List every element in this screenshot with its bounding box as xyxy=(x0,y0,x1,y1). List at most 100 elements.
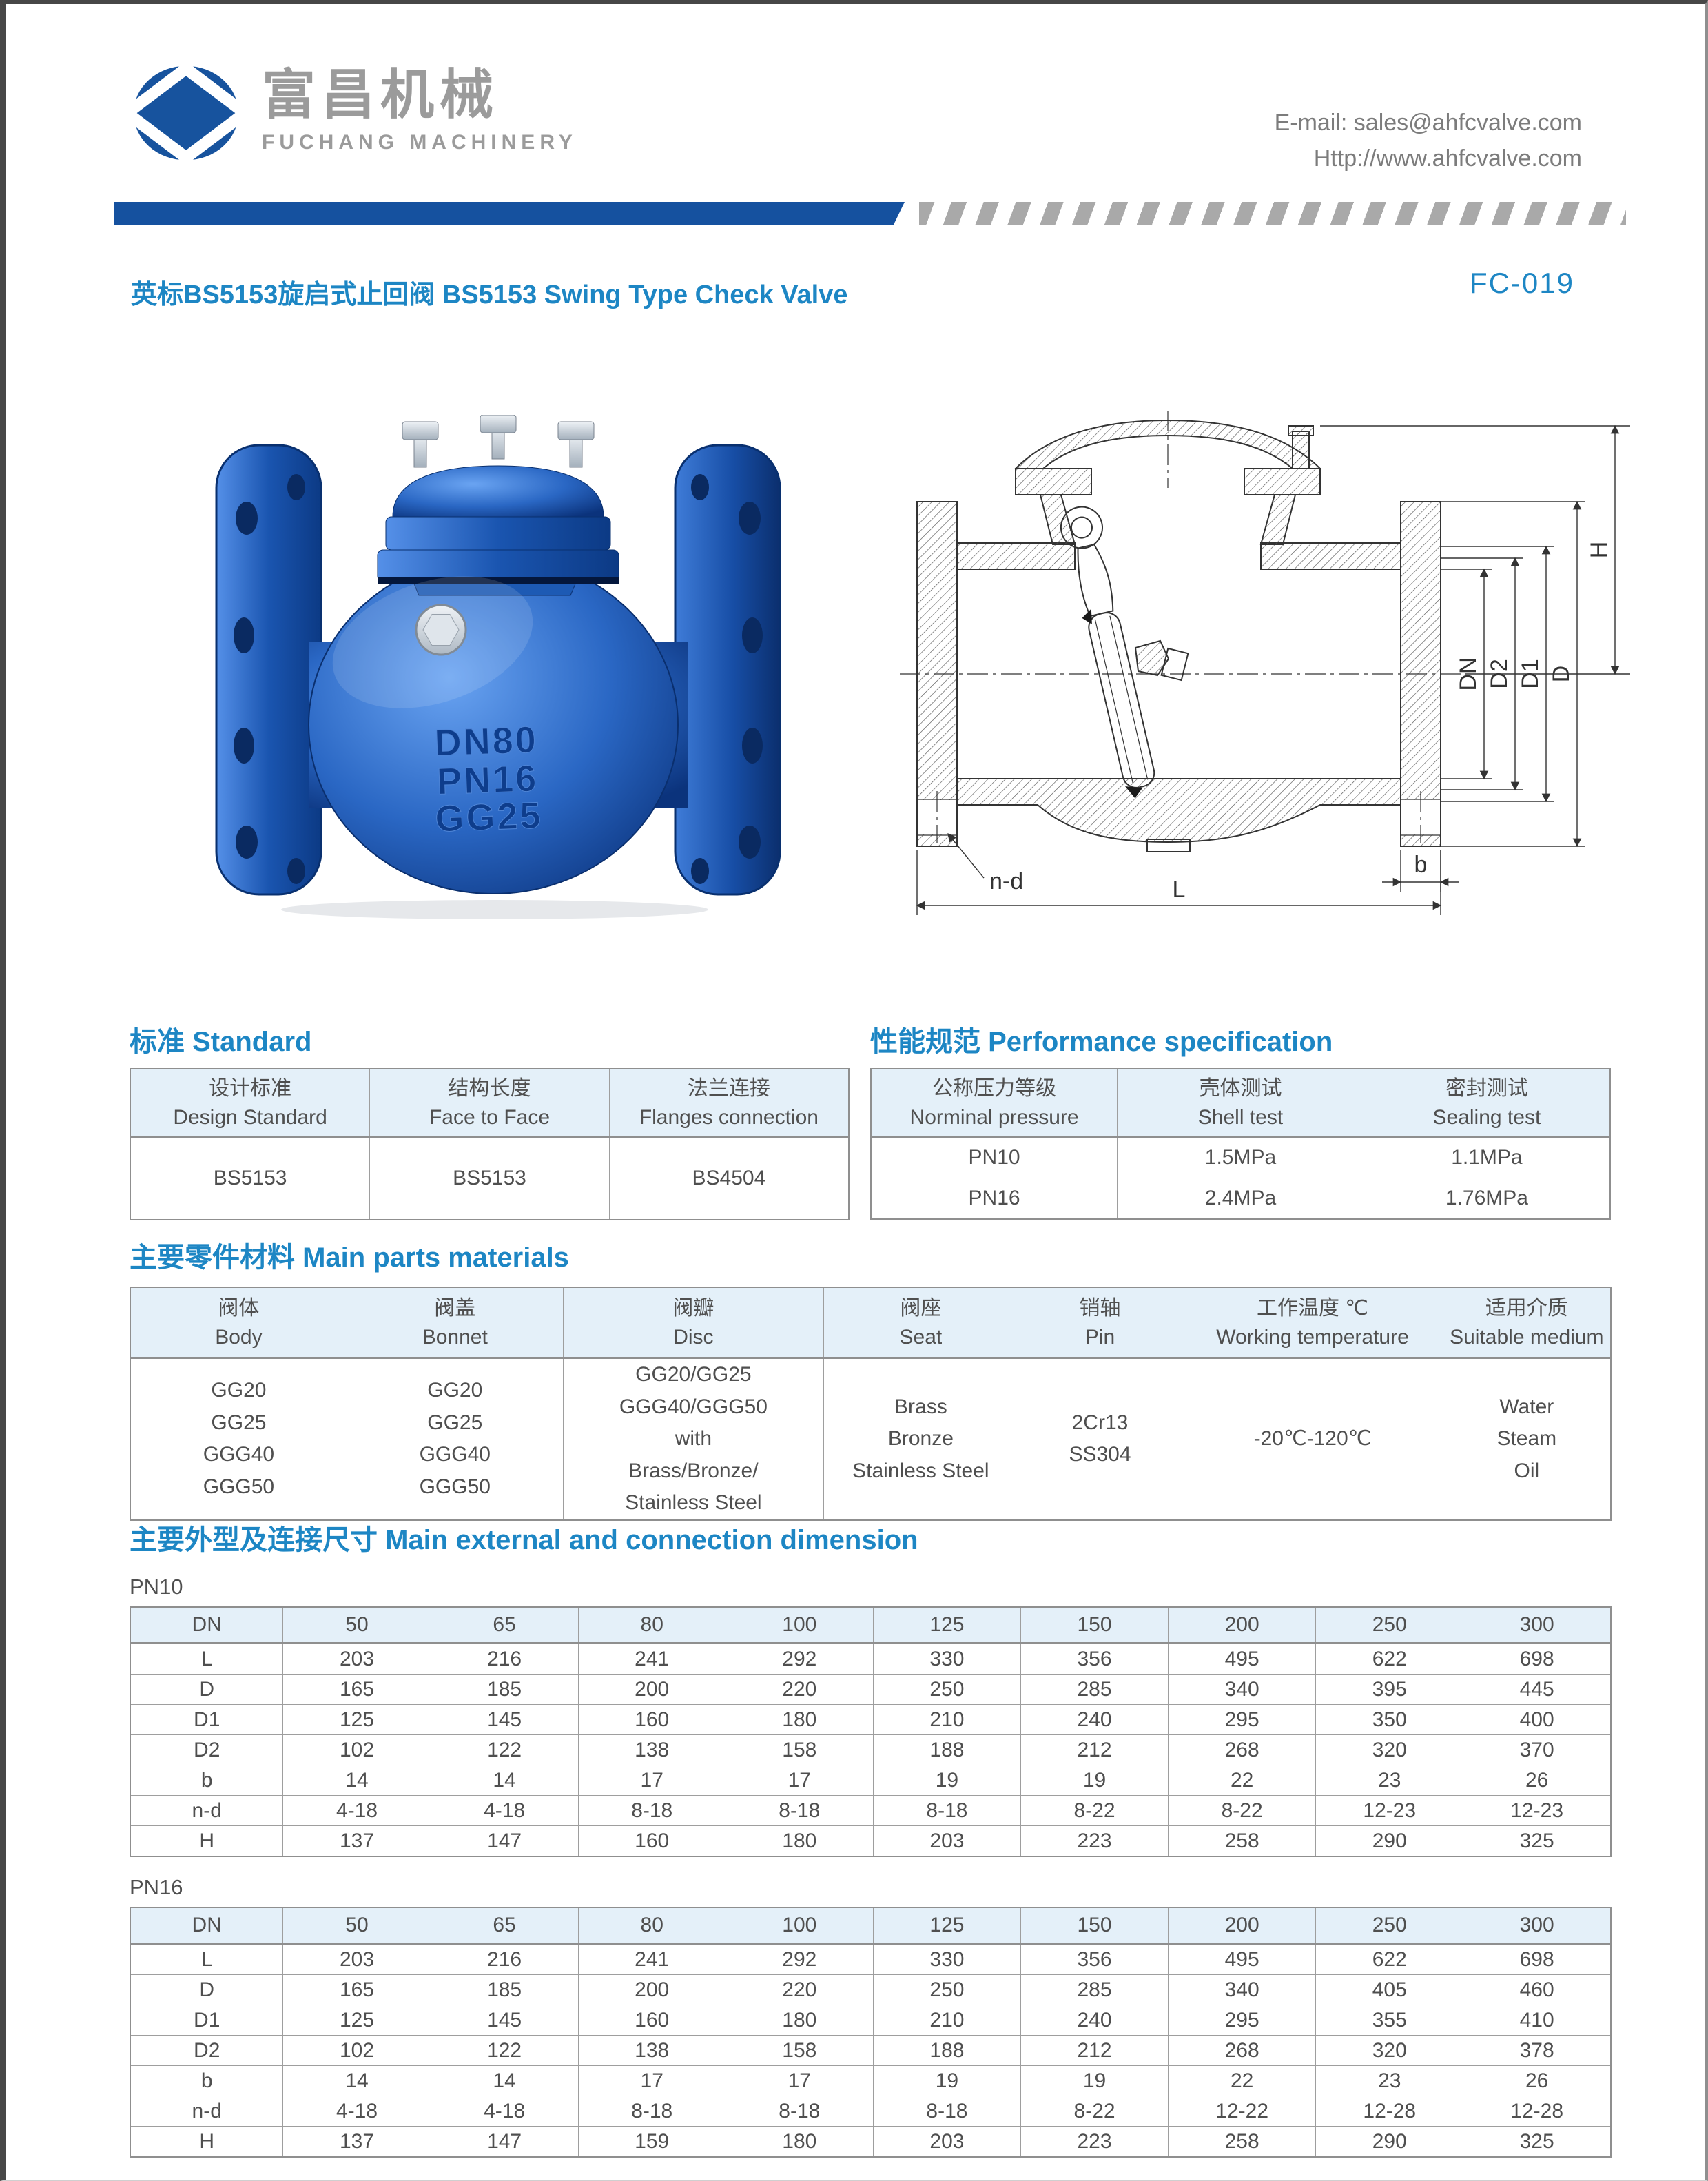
table-cell: 320 xyxy=(1315,2035,1464,2066)
model-code: FC-019 xyxy=(1469,267,1574,299)
column-header: 工作温度 ℃ Working temperature xyxy=(1182,1287,1443,1359)
column-header: 阀瓣 Disc xyxy=(562,1287,825,1359)
section-dimensions: 主要外型及连接尺寸 Main external and connection d… xyxy=(130,1524,1612,2158)
embossed-marking: DN80 PN16 GG25 xyxy=(433,719,544,840)
table-cell: 210 xyxy=(872,1704,1021,1735)
table-cell: 145 xyxy=(430,1704,579,1735)
section-title-dimensions: 主要外型及连接尺寸 Main external and connection d… xyxy=(130,1525,918,1555)
table-cell: 216 xyxy=(430,1643,579,1675)
table-cell: 622 xyxy=(1315,1643,1464,1675)
size-column-header: 300 xyxy=(1463,1907,1612,1945)
column-header: 结构长度 Face to Face xyxy=(369,1068,610,1138)
table-cell: 14 xyxy=(282,2065,431,2096)
label-nd: n-d xyxy=(989,868,1023,894)
table-row: D1 125 145 160 180 210 240 295 355 410 xyxy=(130,2005,1612,2036)
size-column-header: 50 xyxy=(282,1606,431,1644)
hex-plug-nut xyxy=(422,614,460,646)
table-cell: 12-23 xyxy=(1315,1795,1464,1826)
table-row: D 165 185 200 220 250 285 340 395 445 xyxy=(130,1674,1612,1705)
table-cell: 378 xyxy=(1463,2035,1612,2066)
table-cell: 203 xyxy=(872,1825,1021,1857)
bonnet-flange xyxy=(377,549,619,582)
top-bolts xyxy=(402,415,595,468)
pn16-label: PN16 xyxy=(130,1875,183,1899)
table-cell: 12-22 xyxy=(1168,2096,1317,2127)
table-cell: 220 xyxy=(725,1974,874,2005)
table-header-row: 阀体 Body 阀盖 Bonnet 阀瓣 Disc 阀座 Seat 销轴 Pin 工作温度 ℃ Wor… xyxy=(130,1287,1612,1359)
section-materials: 主要零件材料 Main parts materials 阀体 Body 阀盖 Bonn… xyxy=(130,1241,1612,1521)
table-cell: 159 xyxy=(577,2126,726,2158)
table-cell: 17 xyxy=(725,2065,874,2096)
data-table: 阀体 Body 阀盖 Bonnet 阀瓣 Disc 阀座 Seat 销轴 Pin 工作温度 ℃ Wor… xyxy=(130,1287,1612,1521)
table-cell: 295 xyxy=(1168,2005,1317,2036)
performance-table: 公称压力等级 Norminal pressure 壳体测试 Shell test 密封测… xyxy=(870,1068,1611,1220)
column-header: 公称压力等级 Norminal pressure xyxy=(870,1068,1118,1138)
flange-bolt-holes xyxy=(234,474,763,884)
top-wall-right xyxy=(1260,542,1401,570)
table-cell: 395 xyxy=(1315,1674,1464,1705)
table-cell: 400 xyxy=(1463,1704,1612,1735)
table-row: b 14 14 17 17 19 19 22 23 26 xyxy=(130,1765,1612,1796)
table-cell: 212 xyxy=(1020,2035,1169,2066)
table-cell: BS4504 xyxy=(608,1136,850,1220)
column-header: 销轴 Pin xyxy=(1017,1287,1183,1359)
label-d: D xyxy=(1548,666,1574,683)
emboss-line-3: GG25 xyxy=(434,795,543,839)
table-cell: 495 xyxy=(1168,1943,1317,1975)
table-row: GG20 GG25 GGG40 GGG50 GG20 GG25 GGG40 GGG… xyxy=(130,1358,1612,1520)
table-row: H 137 147 159 180 203 223 258 290 325 xyxy=(130,2126,1612,2158)
dome-bolt xyxy=(1292,431,1310,469)
email-text: E-mail: sales@ahfcvalve.com xyxy=(1274,110,1582,136)
neck-left xyxy=(1039,494,1076,545)
size-column-header: 65 xyxy=(430,1606,579,1644)
table-cell: 4-18 xyxy=(282,2096,431,2127)
table-cell: 8-18 xyxy=(577,1795,726,1826)
row-label-cell: n-d xyxy=(130,2096,284,2127)
table-cell: 200 xyxy=(577,1974,726,2005)
table-cell: Brass Bronze Stainless Steel xyxy=(823,1358,1018,1520)
size-column-header: 65 xyxy=(430,1907,579,1945)
table-cell: 4-18 xyxy=(282,1795,431,1826)
logo-diamond-ring xyxy=(117,62,255,165)
bonnet-flange-right xyxy=(1244,468,1321,495)
table-cell: 4-18 xyxy=(430,1795,579,1826)
table-cell: 145 xyxy=(430,2005,579,2036)
table-cell: 14 xyxy=(430,1765,579,1796)
table-cell: 22 xyxy=(1168,2065,1317,2096)
table-cell: 12-23 xyxy=(1463,1795,1612,1826)
label-dn: DN xyxy=(1455,657,1481,690)
table-cell: 325 xyxy=(1463,1825,1612,1857)
table-cell: 160 xyxy=(577,2005,726,2036)
table-cell: 180 xyxy=(725,1825,874,1857)
row-label-cell: D1 xyxy=(130,2005,284,2036)
table-cell: 622 xyxy=(1315,1943,1464,1975)
header-blue-bar xyxy=(114,202,905,225)
table-cell: 160 xyxy=(577,1704,726,1735)
row-label-cell: D2 xyxy=(130,1734,284,1765)
cover-plate xyxy=(385,516,611,551)
table-cell: 330 xyxy=(872,1943,1021,1975)
table-cell: 138 xyxy=(577,1734,726,1765)
table-cell: 122 xyxy=(430,2035,579,2066)
table-cell: 330 xyxy=(872,1643,1021,1675)
table-cell: -20℃-120℃ xyxy=(1182,1358,1443,1520)
table-cell: 241 xyxy=(577,1943,726,1975)
table-cell: 137 xyxy=(282,2126,431,2158)
table-cell: 102 xyxy=(282,1734,431,1765)
size-column-header: 300 xyxy=(1463,1606,1612,1644)
table-cell: 165 xyxy=(282,1974,431,2005)
table-cell: 295 xyxy=(1168,1704,1317,1735)
row-label-cell: D2 xyxy=(130,2035,284,2066)
table-cell: 12-28 xyxy=(1315,2096,1464,2127)
column-header: 适用介质 Suitable medium xyxy=(1442,1287,1612,1359)
table-cell: 216 xyxy=(430,1943,579,1975)
table-cell: 223 xyxy=(1020,2126,1169,2158)
table-cell: 185 xyxy=(430,1674,579,1705)
row-label-cell: H xyxy=(130,1825,284,1857)
table-cell: 285 xyxy=(1020,1674,1169,1705)
disc-stem xyxy=(1160,647,1189,682)
table-row: BS5153 BS5153 BS4504 xyxy=(130,1136,850,1220)
size-column-header: 200 xyxy=(1168,1907,1317,1945)
table-cell: 698 xyxy=(1463,1643,1612,1675)
